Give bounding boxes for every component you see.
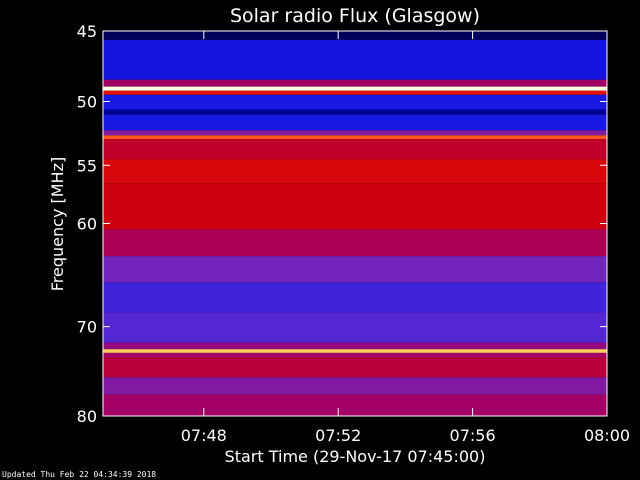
heatmap-band-22 <box>103 394 607 416</box>
heatmap-band-8 <box>103 130 607 136</box>
heatmap-band-12 <box>103 183 607 230</box>
updated-timestamp: Updated Thu Feb 22 04:34:39 2018 <box>2 470 157 479</box>
y-axis-label: Frequency [MHz] <box>48 157 67 291</box>
heatmap-band-7 <box>103 114 607 131</box>
heatmap-band-1 <box>103 39 607 80</box>
axes: 45 50 55 60 70 80 07:48 07:52 07:56 08:00 <box>77 22 630 445</box>
heatmap-band-14 <box>103 256 607 283</box>
heatmap-band-2 <box>103 79 607 87</box>
y-tick-label: 60 <box>77 215 97 234</box>
x-axis-label: Start Time (29-Nov-17 07:45:00) <box>225 447 486 466</box>
heatmap-band-6 <box>103 109 607 115</box>
heatmap-band-5 <box>103 94 607 110</box>
x-tick-label: 07:56 <box>450 426 496 445</box>
y-tick-label: 50 <box>77 93 97 112</box>
heatmap-band-10 <box>103 139 607 160</box>
heatmap-bands <box>103 31 607 416</box>
heatmap-band-4 <box>103 90 607 95</box>
heatmap-band-17 <box>103 342 607 350</box>
heatmap-band-20 <box>103 357 607 378</box>
heatmap-band-13 <box>103 229 607 257</box>
heatmap-band-18 <box>103 349 607 353</box>
chart-title: Solar radio Flux (Glasgow) <box>230 5 480 27</box>
heatmap-band-9 <box>103 135 607 140</box>
heatmap-band-21 <box>103 377 607 395</box>
heatmap-band-19 <box>103 352 607 358</box>
y-tick-label: 45 <box>77 22 97 41</box>
heatmap-band-16 <box>103 312 607 343</box>
x-tick-label: 07:48 <box>181 426 227 445</box>
y-tick-label: 80 <box>77 407 97 426</box>
x-tick-label: 08:00 <box>584 426 630 445</box>
y-tick-label: 70 <box>77 318 97 337</box>
x-tick-label: 07:52 <box>315 426 361 445</box>
heatmap-band-3 <box>103 86 607 91</box>
y-tick-label: 55 <box>77 156 97 175</box>
heatmap-band-0 <box>103 31 607 40</box>
heatmap-band-11 <box>103 159 607 184</box>
heatmap-band-15 <box>103 282 607 313</box>
